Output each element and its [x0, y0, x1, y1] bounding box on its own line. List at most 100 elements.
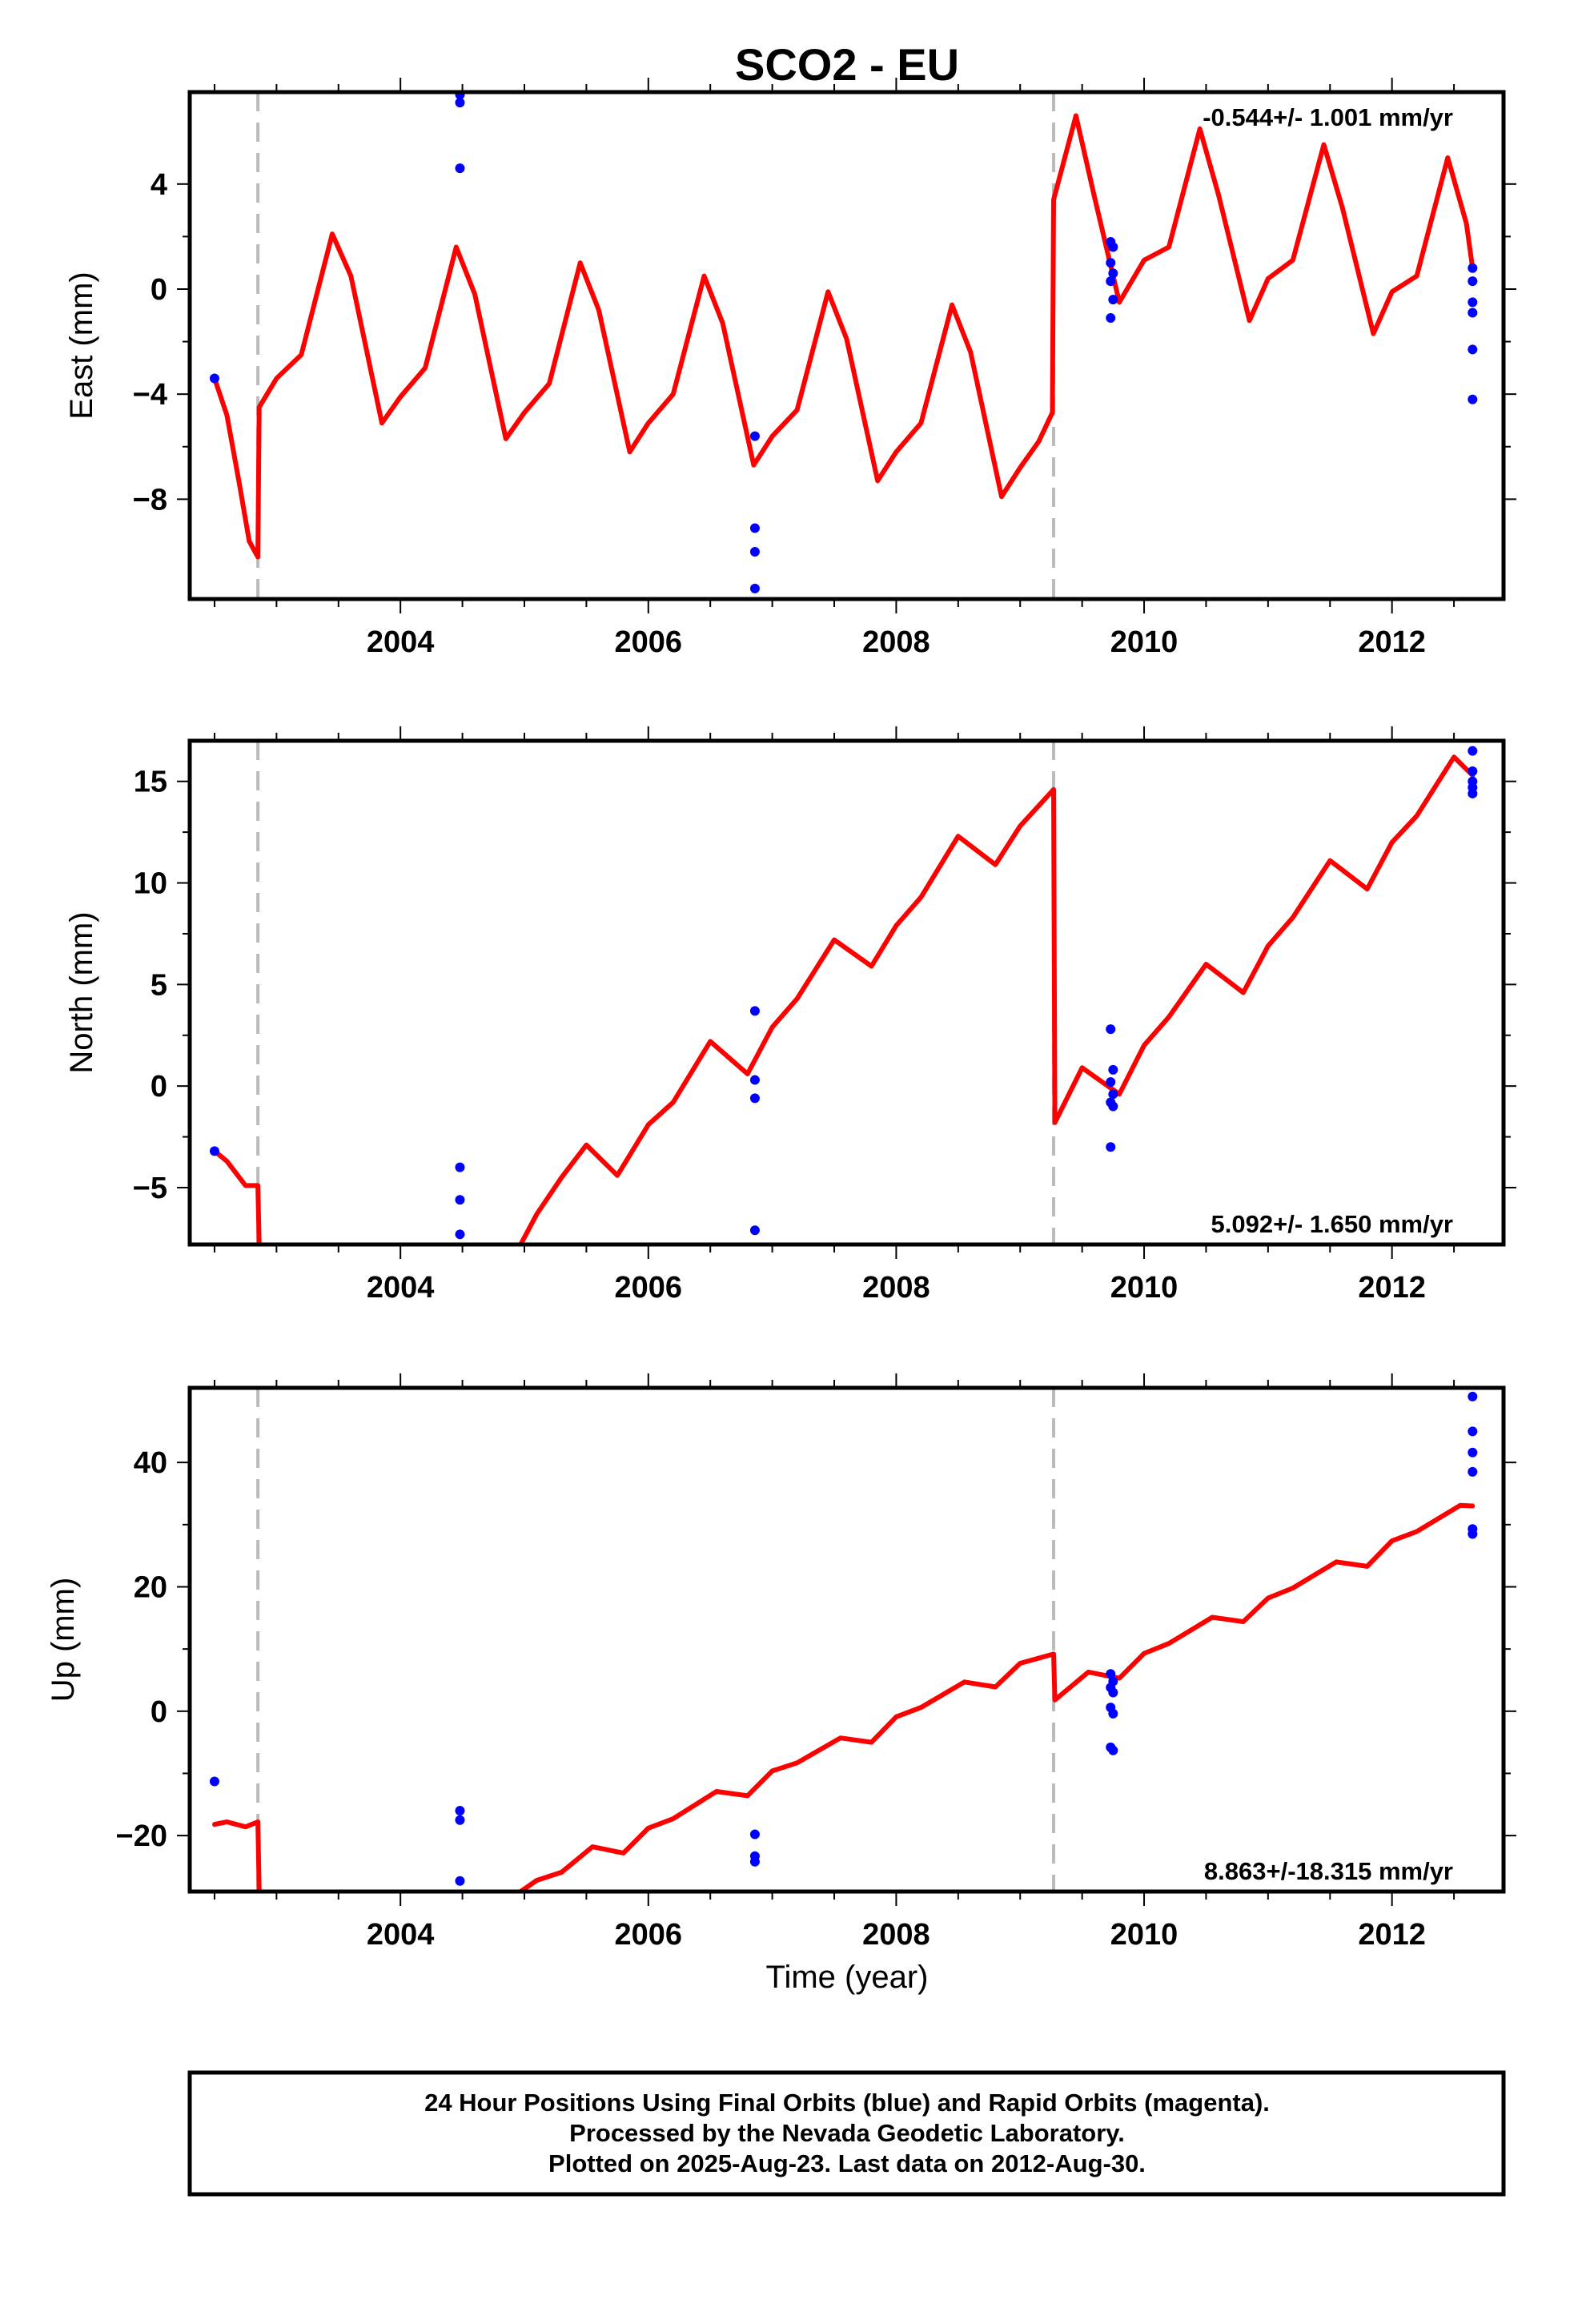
data-point — [1468, 1426, 1478, 1437]
x-tick-label: 2012 — [1358, 1271, 1426, 1305]
data-point — [1468, 263, 1478, 273]
x-tick-label: 2008 — [862, 625, 930, 659]
y-axis-label: North (mm) — [64, 911, 99, 1073]
model-curve — [212, 1819, 262, 1892]
y-tick-label: −5 — [133, 1172, 167, 1205]
data-point — [749, 1093, 760, 1104]
footer-line-2: Processed by the Nevada Geodetic Laborat… — [569, 2119, 1125, 2147]
x-tick-label: 2012 — [1358, 1918, 1426, 1952]
plot-area — [209, 92, 1478, 599]
x-tick-label: 2008 — [862, 1918, 930, 1952]
data-point — [455, 1806, 465, 1816]
y-tick-label: 40 — [134, 1446, 167, 1480]
y-tick-label: −8 — [133, 483, 167, 517]
y-tick-label: −20 — [116, 1819, 167, 1853]
data-point — [749, 546, 760, 557]
y-axis-label: Up (mm) — [46, 1578, 81, 1703]
x-tick-label: 2004 — [367, 625, 435, 659]
data-point — [1108, 1745, 1118, 1755]
data-point — [1468, 1447, 1478, 1458]
data-point — [1106, 1024, 1116, 1035]
data-point — [749, 1075, 760, 1085]
data-point — [1468, 1466, 1478, 1477]
y-tick-label: 15 — [134, 766, 167, 799]
data-point — [1108, 295, 1118, 305]
data-point — [209, 1146, 219, 1156]
x-tick-label: 2010 — [1110, 625, 1178, 659]
data-point — [455, 1162, 465, 1172]
data-point — [455, 1229, 465, 1240]
footer-box: 24 Hour Positions Using Final Orbits (bl… — [187, 2070, 1506, 2197]
x-tick-label: 2006 — [615, 1271, 683, 1305]
model-curve — [518, 754, 1476, 1244]
data-point — [749, 1225, 760, 1236]
y-tick-label: 0 — [151, 273, 167, 307]
y-tick-label: −4 — [133, 378, 167, 412]
model-curve — [212, 113, 1476, 560]
panel-frame — [187, 1385, 1506, 1894]
data-point — [1468, 1529, 1478, 1539]
model-curve — [212, 1148, 262, 1244]
data-point — [209, 373, 219, 384]
plot-area — [209, 741, 1478, 1244]
y-tick-label: 20 — [134, 1570, 167, 1604]
y-tick-label: 10 — [134, 867, 167, 901]
data-point — [455, 98, 465, 108]
data-point — [749, 431, 760, 441]
data-point — [749, 583, 760, 593]
rate-label: -0.544+/- 1.001 mm/yr — [1203, 103, 1453, 131]
panel-1: 2004 2006 2008 2010 2012 −8 −4 0 4 East (mm) -0.54… — [64, 78, 1516, 659]
x-tick-label: 2004 — [367, 1918, 435, 1952]
footer-frame — [187, 2070, 1506, 2197]
data-point — [749, 523, 760, 533]
y-tick-label: 4 — [151, 168, 167, 202]
x-tick-label: 2010 — [1110, 1271, 1178, 1305]
rate-label: 8.863+/-18.315 mm/yr — [1204, 1857, 1453, 1885]
data-point — [1468, 276, 1478, 287]
data-point — [1468, 297, 1478, 308]
data-point — [455, 1195, 465, 1205]
model-curve — [518, 1502, 1476, 1892]
plot-area — [209, 1388, 1478, 1892]
footer-line-3: Plotted on 2025-Aug-23. Last data on 201… — [548, 2149, 1146, 2177]
x-tick-label: 2004 — [367, 1271, 435, 1305]
chart-title: SCO2 - EU — [735, 39, 959, 90]
data-point — [455, 1876, 465, 1886]
data-point — [749, 1829, 760, 1839]
panel-frame — [187, 90, 1506, 601]
x-axis-label: Time (year) — [766, 1960, 929, 1995]
x-tick-label: 2012 — [1358, 625, 1426, 659]
data-point — [1108, 1089, 1118, 1100]
y-tick-label: 0 — [151, 1070, 167, 1104]
data-point — [455, 163, 465, 174]
footer-line-1: 24 Hour Positions Using Final Orbits (bl… — [424, 2089, 1270, 2117]
data-point — [1106, 1142, 1116, 1152]
data-point — [1108, 1687, 1118, 1698]
data-point — [1468, 788, 1478, 798]
data-point — [1108, 1101, 1118, 1112]
y-axis-label: East (mm) — [64, 271, 99, 419]
data-point — [749, 1006, 760, 1016]
y-tick-label: 0 — [151, 1695, 167, 1729]
data-point — [209, 1776, 219, 1787]
data-point — [1106, 1077, 1116, 1088]
data-point — [1108, 268, 1118, 279]
data-point — [749, 1856, 760, 1867]
panel-2: 2004 2006 2008 2010 2012 −5 0 5 10 15 North (mm) 5.… — [64, 726, 1516, 1305]
y-tick-label: 5 — [151, 968, 167, 1002]
data-point — [1106, 276, 1116, 287]
data-point — [1106, 258, 1116, 268]
x-tick-label: 2006 — [615, 1918, 683, 1952]
data-point — [455, 1815, 465, 1825]
data-point — [1108, 1064, 1118, 1075]
data-point — [1468, 766, 1478, 777]
panel-3: 2004 2006 2008 2010 2012 −20 0 20 40 Up (mm) 8.863… — [46, 1373, 1516, 1952]
x-tick-label: 2006 — [615, 625, 683, 659]
data-point — [1106, 313, 1116, 324]
data-point — [1108, 1708, 1118, 1719]
panel-frame — [187, 738, 1506, 1247]
data-point — [1468, 394, 1478, 404]
data-point — [1468, 1391, 1478, 1401]
